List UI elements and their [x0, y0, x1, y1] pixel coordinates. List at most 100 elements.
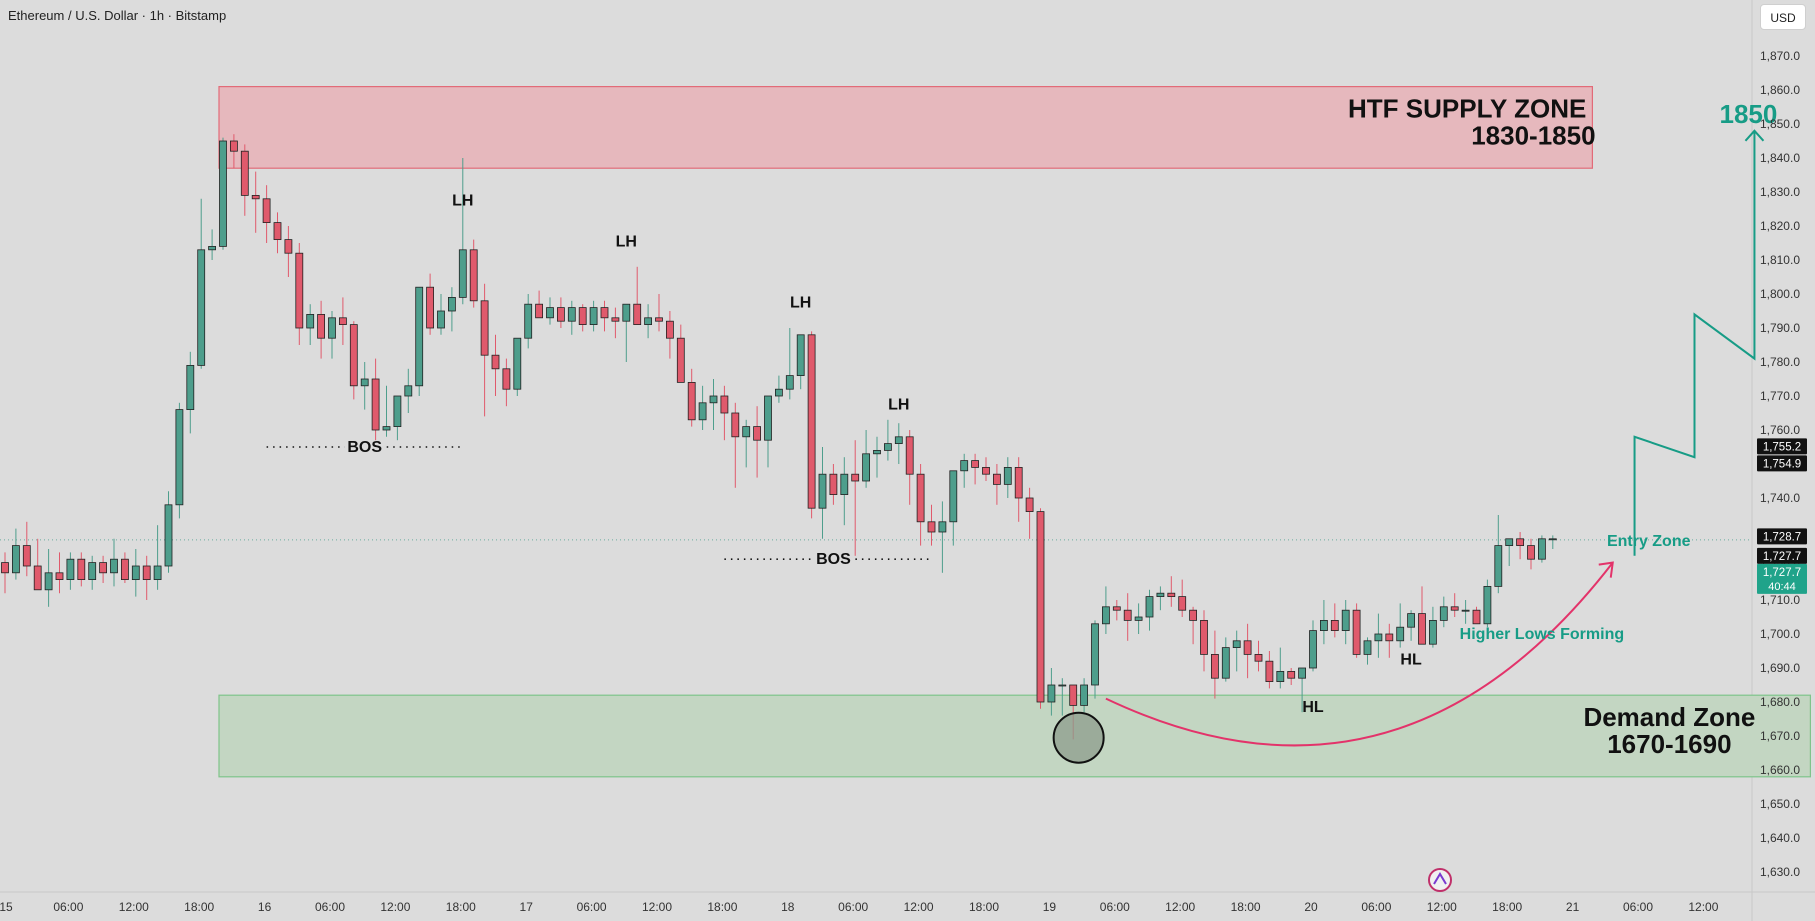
- candle[interactable]: [666, 320, 674, 339]
- candle[interactable]: [1407, 613, 1415, 628]
- candle[interactable]: [633, 303, 642, 326]
- candle[interactable]: [99, 562, 107, 574]
- candle[interactable]: [44, 572, 53, 591]
- candle[interactable]: [720, 395, 729, 414]
- candle[interactable]: [1352, 609, 1361, 655]
- candle[interactable]: [1, 562, 9, 574]
- candle[interactable]: [796, 334, 805, 376]
- supply-zone[interactable]: [218, 85, 1594, 169]
- candle[interactable]: [840, 473, 849, 496]
- candle[interactable]: [1123, 609, 1132, 621]
- candle[interactable]: [1265, 660, 1274, 683]
- candle[interactable]: [1189, 609, 1197, 621]
- candle[interactable]: [524, 303, 533, 339]
- candle[interactable]: [219, 140, 227, 247]
- candle[interactable]: [251, 194, 260, 200]
- candle[interactable]: [1472, 609, 1481, 625]
- candle[interactable]: [851, 473, 860, 482]
- candle[interactable]: [55, 572, 64, 580]
- candle[interactable]: [1320, 620, 1328, 632]
- candle[interactable]: [513, 337, 522, 390]
- candle[interactable]: [818, 473, 827, 509]
- candle[interactable]: [480, 300, 489, 356]
- candle[interactable]: [829, 473, 838, 496]
- candle[interactable]: [894, 436, 903, 444]
- candle[interactable]: [121, 558, 129, 581]
- candle[interactable]: [491, 354, 500, 370]
- candle[interactable]: [742, 426, 751, 438]
- candle[interactable]: [426, 286, 435, 329]
- candle[interactable]: [1156, 592, 1165, 598]
- candle[interactable]: [698, 402, 707, 421]
- candle[interactable]: [971, 460, 979, 468]
- candle[interactable]: [1330, 620, 1339, 632]
- candle[interactable]: [1505, 538, 1514, 546]
- candle[interactable]: [502, 368, 511, 390]
- candle[interactable]: [88, 562, 97, 580]
- candle[interactable]: [1483, 586, 1492, 625]
- candle[interactable]: [11, 545, 20, 574]
- candle[interactable]: [360, 378, 369, 387]
- candle[interactable]: [1145, 596, 1154, 618]
- candle[interactable]: [131, 565, 140, 581]
- candle[interactable]: [186, 364, 195, 410]
- candle[interactable]: [938, 521, 947, 533]
- candle[interactable]: [349, 324, 358, 387]
- candle[interactable]: [1200, 620, 1208, 655]
- candle[interactable]: [567, 307, 576, 322]
- candle[interactable]: [753, 426, 761, 441]
- candle[interactable]: [1538, 538, 1546, 560]
- candle[interactable]: [687, 381, 696, 421]
- candle[interactable]: [393, 395, 402, 428]
- candle[interactable]: [546, 307, 554, 319]
- candle[interactable]: [1439, 606, 1448, 621]
- candle[interactable]: [862, 453, 870, 482]
- candle[interactable]: [916, 473, 925, 523]
- candle[interactable]: [1450, 606, 1459, 611]
- candle[interactable]: [589, 307, 598, 326]
- candle[interactable]: [1243, 640, 1252, 655]
- candle[interactable]: [262, 198, 271, 224]
- candle[interactable]: [1134, 616, 1143, 621]
- candle[interactable]: [458, 249, 467, 298]
- candle[interactable]: [927, 521, 936, 533]
- candle[interactable]: [437, 310, 445, 329]
- candle[interactable]: [153, 565, 162, 581]
- candle[interactable]: [1178, 596, 1187, 611]
- candle[interactable]: [1461, 609, 1470, 612]
- candle[interactable]: [557, 307, 565, 322]
- candle[interactable]: [175, 409, 184, 506]
- candle[interactable]: [1025, 497, 1034, 512]
- candle[interactable]: [993, 473, 1001, 485]
- candle[interactable]: [764, 395, 772, 441]
- candle[interactable]: [273, 222, 282, 241]
- candle[interactable]: [164, 504, 173, 567]
- candle[interactable]: [404, 385, 413, 397]
- candle[interactable]: [77, 558, 86, 581]
- candle[interactable]: [142, 565, 151, 581]
- candle[interactable]: [1014, 466, 1023, 499]
- candle[interactable]: [807, 334, 816, 509]
- candle[interactable]: [1494, 545, 1503, 587]
- demand-zone[interactable]: [218, 694, 1812, 778]
- candle[interactable]: [371, 378, 380, 431]
- candle[interactable]: [208, 245, 217, 251]
- candle[interactable]: [949, 470, 958, 523]
- candle[interactable]: [1221, 647, 1230, 679]
- candle[interactable]: [960, 460, 969, 472]
- candle[interactable]: [731, 412, 740, 438]
- candle[interactable]: [1080, 684, 1088, 706]
- candle[interactable]: [197, 249, 206, 366]
- candle[interactable]: [1232, 640, 1241, 648]
- candle[interactable]: [1548, 538, 1557, 541]
- candle[interactable]: [240, 150, 249, 196]
- candle[interactable]: [1003, 466, 1012, 485]
- candle[interactable]: [1254, 654, 1263, 662]
- candle[interactable]: [600, 307, 609, 319]
- candle[interactable]: [644, 317, 652, 325]
- candle[interactable]: [676, 337, 685, 383]
- candle[interactable]: [1429, 620, 1437, 645]
- candle[interactable]: [66, 558, 75, 581]
- candle[interactable]: [1341, 609, 1350, 632]
